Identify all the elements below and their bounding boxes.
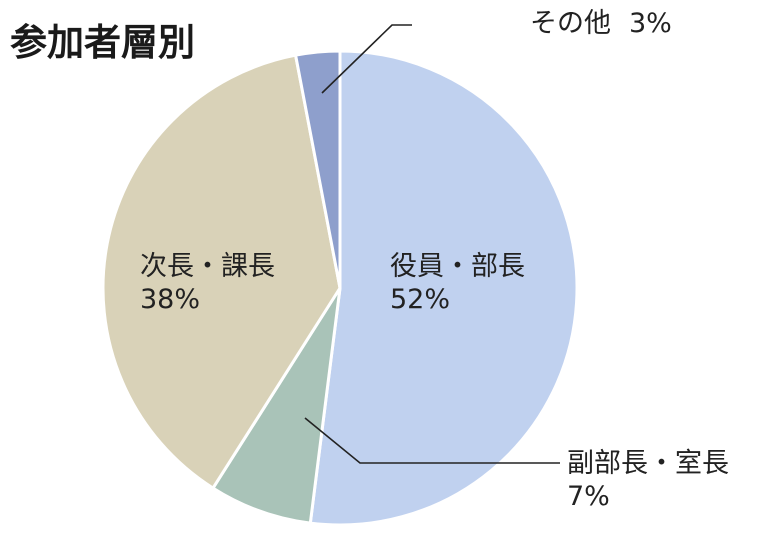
slice-manager <box>101 53 342 491</box>
leader-line-vice-director <box>304 417 560 464</box>
slice-label-vice-director: 副部長・室長 <box>567 448 729 479</box>
pie-slices <box>101 49 579 527</box>
slice-label-other: その他 <box>530 8 611 39</box>
slice-pct-executive: 52% <box>390 284 450 315</box>
slice-label-executive: 役員・部長 <box>390 251 525 282</box>
slice-label-manager: 次長・課長 <box>140 251 275 282</box>
slice-other <box>293 49 342 289</box>
chart-title: 参加者層別 <box>10 21 195 64</box>
slice-label-other-line: その他 3% <box>530 8 672 39</box>
leader-line-other <box>321 24 412 94</box>
slice-vice-director <box>210 287 342 525</box>
slice-pct-manager: 38% <box>140 284 200 315</box>
slice-pct-other: 3% <box>629 8 672 39</box>
slice-pct-vice-director: 7% <box>567 481 610 512</box>
slice-executive <box>308 49 579 527</box>
